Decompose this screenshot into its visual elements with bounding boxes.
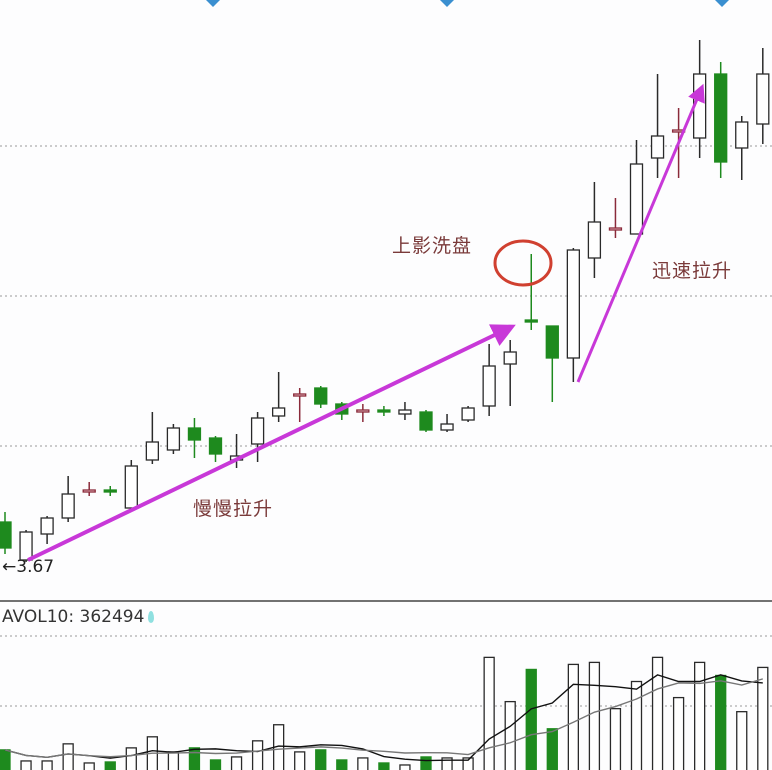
avol-value: 362494 xyxy=(79,607,145,627)
candle-body xyxy=(756,73,770,125)
fast-rise-arrow xyxy=(576,83,705,383)
low-price-value: 3.67 xyxy=(16,557,55,577)
volume-bar xyxy=(209,759,222,770)
volume-bar xyxy=(251,740,264,770)
volume-bar xyxy=(609,708,622,770)
candle-body xyxy=(587,221,602,259)
candle-body xyxy=(356,409,370,413)
candle-body xyxy=(250,417,265,445)
candle-body xyxy=(503,351,517,365)
volume-bar xyxy=(525,668,537,770)
volume-bar xyxy=(104,761,116,770)
annotation-washout: 上影洗盘 xyxy=(392,235,473,257)
volume-bar xyxy=(399,764,411,770)
volume-bar xyxy=(62,743,74,770)
candle-body xyxy=(314,387,328,405)
volume-bar xyxy=(294,751,306,770)
candle-body xyxy=(61,493,75,519)
marker-diamond-icon xyxy=(715,0,729,7)
volume-bar xyxy=(630,680,643,770)
volume-bar xyxy=(167,751,180,770)
candle-body xyxy=(82,489,96,493)
low-price-label: ←3.67 xyxy=(2,557,55,577)
candle-body xyxy=(440,423,454,431)
annotation-fast-rise: 迅速拉升 xyxy=(652,260,733,282)
volume-bar xyxy=(736,711,748,770)
volume-ma10-line xyxy=(4,678,763,758)
candle-body xyxy=(419,411,433,431)
volume-ma5-line xyxy=(4,674,763,762)
annotation-slow-rise: 慢慢拉升 xyxy=(193,498,274,520)
volume-bar xyxy=(315,749,327,770)
candle-body xyxy=(377,409,391,413)
drop-icon xyxy=(148,611,155,623)
volume-bar xyxy=(336,759,348,770)
volume-bar xyxy=(715,674,727,770)
volume-bar xyxy=(230,756,243,770)
volume-bar xyxy=(483,656,495,770)
volume-bar xyxy=(420,756,432,770)
candle-body xyxy=(524,319,538,323)
volume-bar xyxy=(546,728,558,770)
volume-bar xyxy=(694,661,706,770)
candle-body xyxy=(545,325,559,359)
candle-body xyxy=(482,365,496,407)
candle-body xyxy=(0,521,12,549)
candle-body xyxy=(566,249,580,359)
volume-bar xyxy=(757,666,769,770)
candle-body xyxy=(166,427,181,451)
volume-bar xyxy=(357,757,369,770)
volume-bar xyxy=(20,760,32,770)
candle-body xyxy=(629,163,644,235)
marker-diamond-icon xyxy=(206,0,220,7)
volume-bar xyxy=(588,661,601,770)
candle-body xyxy=(187,427,202,441)
candle-body xyxy=(714,73,728,163)
avol-indicator: AVOL10: 362494 xyxy=(2,607,155,627)
candle-body xyxy=(271,407,286,417)
candle-body xyxy=(461,407,475,421)
candle-body xyxy=(735,121,749,149)
volume-bar xyxy=(0,749,11,770)
upper-shadow-circle xyxy=(493,239,553,287)
candle-body xyxy=(293,393,307,397)
marker-diamond-icon xyxy=(440,0,454,7)
volume-bar xyxy=(83,762,95,770)
candle-body xyxy=(398,409,412,415)
candle-body xyxy=(40,517,54,535)
candle-body xyxy=(608,227,623,231)
candle-body xyxy=(650,135,665,159)
avol-label: AVOL10: xyxy=(2,607,75,627)
volume-bar xyxy=(125,747,137,770)
candle-body xyxy=(124,465,138,509)
volume-bar xyxy=(188,747,201,770)
volume-bar xyxy=(504,700,516,770)
volume-bar xyxy=(41,760,53,770)
volume-bar xyxy=(651,656,664,770)
candle-body xyxy=(145,441,160,461)
volume-bar xyxy=(378,762,390,770)
slow-rise-arrow xyxy=(27,324,516,562)
volume-bar xyxy=(441,757,453,770)
candle-body xyxy=(19,531,33,561)
candle-body xyxy=(208,437,223,455)
volume-bar xyxy=(462,757,474,770)
volume-bar xyxy=(672,696,685,770)
candle-body xyxy=(103,489,117,493)
volume-bar xyxy=(567,663,579,770)
